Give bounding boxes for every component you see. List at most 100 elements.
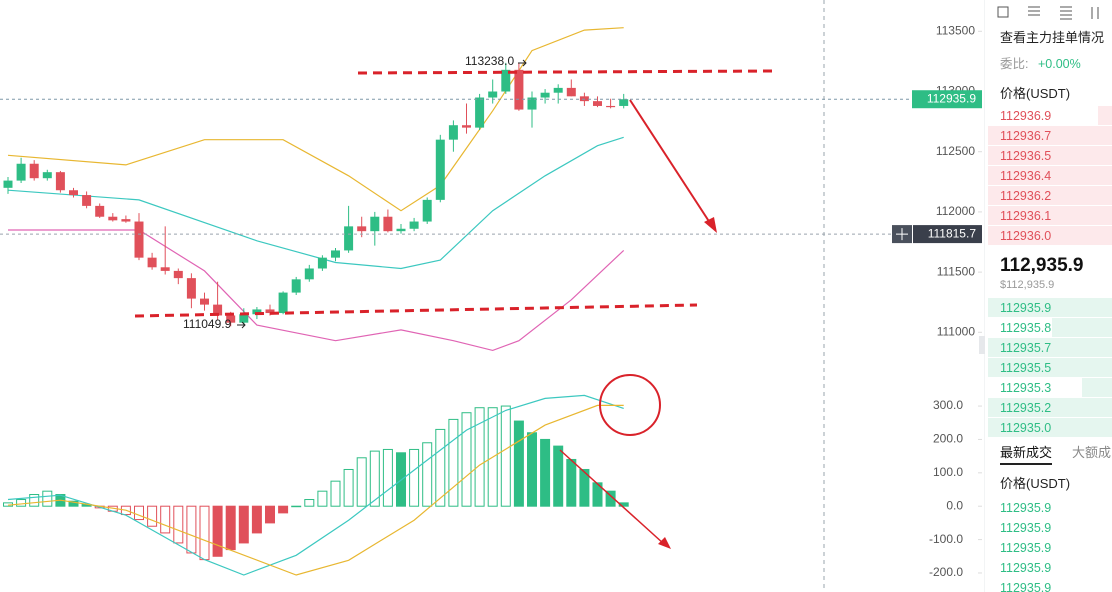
- candle-body: [82, 195, 92, 206]
- y-tick-label: 111500: [937, 264, 976, 278]
- depth-bar: [988, 298, 1112, 317]
- candle-body: [291, 279, 301, 293]
- macd-bar: [500, 405, 511, 507]
- depth-bar: [988, 126, 1112, 145]
- macd-bar: [343, 468, 354, 507]
- chart: 1110001115001120001125001130001135001129…: [0, 0, 985, 592]
- candle-body: [69, 190, 78, 196]
- candle-body: [409, 221, 419, 229]
- macd-bar: [435, 428, 446, 507]
- macd-bar: [186, 505, 197, 554]
- candle-body: [566, 87, 576, 97]
- macd-bar: [618, 502, 629, 507]
- ask-price: 112936.7: [1000, 129, 1052, 143]
- candle-body: [527, 97, 537, 110]
- depth-bar: [1082, 378, 1112, 397]
- macd-bar: [42, 490, 53, 507]
- macd-bar: [212, 505, 223, 557]
- ask-price: 112936.2: [1000, 189, 1052, 203]
- y-tick-label: -200.0: [929, 565, 963, 579]
- depth-bar: [988, 418, 1112, 437]
- candle-body: [317, 257, 327, 269]
- macd-bar: [448, 418, 459, 507]
- macd-bar: [553, 445, 564, 507]
- candle-body: [462, 125, 471, 128]
- y-tick-label: 113500: [936, 23, 975, 37]
- candle-body: [147, 257, 157, 268]
- candle-body: [160, 267, 170, 271]
- candle-body: [265, 309, 275, 314]
- panel-handle[interactable]: [979, 336, 985, 354]
- macd-bar: [291, 505, 302, 508]
- macd-bar: [579, 468, 590, 507]
- candle-body: [55, 172, 65, 191]
- ratio-value: +0.00%: [1038, 57, 1081, 71]
- trade-price: 112935.9: [1000, 541, 1052, 555]
- y-tick-label: 100.0: [933, 465, 963, 479]
- icon[interactable]: [1028, 6, 1040, 16]
- macd-bar: [251, 505, 262, 534]
- candle-body: [501, 69, 511, 92]
- indicator-line: [7, 394, 624, 576]
- depth-bar: [988, 206, 1112, 225]
- high-annotation: 113238.0: [465, 54, 514, 68]
- depth-bar: [988, 398, 1112, 417]
- y-tick-label: 111000: [937, 324, 976, 338]
- macd-bar: [369, 450, 380, 507]
- candle-body: [448, 125, 458, 140]
- candle-body: [344, 226, 354, 251]
- candle-body: [134, 221, 144, 258]
- candle-body: [173, 270, 183, 279]
- candle-body: [488, 91, 498, 98]
- ask-price: 112936.4: [1000, 169, 1052, 183]
- macd-bar: [304, 499, 315, 507]
- depth-bar: [988, 146, 1112, 165]
- low-annotation: 111049.9: [183, 317, 232, 331]
- last-price-usd: $112,935.9: [1000, 279, 1055, 291]
- last-price-label: 112935.9: [927, 91, 976, 105]
- annotation-arrow: [518, 59, 527, 67]
- depth-bar: [988, 166, 1112, 185]
- macd-bar: [16, 499, 27, 507]
- candle-body: [396, 228, 406, 232]
- depth-bar: [1052, 318, 1112, 337]
- annotation-arrow: [237, 321, 246, 329]
- candle-body: [331, 250, 340, 258]
- bid-price: 112935.3: [1000, 381, 1052, 395]
- candle-body: [186, 278, 196, 299]
- candle-body: [304, 268, 314, 280]
- macd-bar: [566, 458, 577, 507]
- y-tick-label: 300.0: [933, 398, 963, 412]
- macd-bar: [527, 432, 537, 507]
- candle-body: [226, 315, 236, 323]
- depth-title[interactable]: 查看主力挂单情况: [1000, 30, 1105, 45]
- indicator-line: [7, 27, 624, 212]
- candle-body: [3, 180, 13, 188]
- macd-bar: [147, 505, 158, 527]
- candle-body: [540, 92, 550, 98]
- arrow-head: [658, 537, 671, 549]
- icon[interactable]: [1091, 7, 1099, 19]
- macd-bar: [173, 505, 184, 544]
- trade-price: 112935.9: [1000, 521, 1052, 535]
- tab-large[interactable]: 大额成: [1072, 445, 1112, 460]
- macd-bar: [278, 505, 289, 514]
- candle-body: [42, 172, 52, 179]
- macd-bar: [199, 505, 210, 561]
- candle-body: [16, 163, 26, 181]
- indicator-line: [7, 404, 624, 576]
- drawn-arrow: [559, 449, 665, 545]
- depth-bar: [988, 226, 1112, 245]
- icon[interactable]: [1060, 6, 1072, 20]
- macd-bar: [513, 420, 524, 507]
- candle-body: [239, 314, 249, 323]
- candle-body: [121, 219, 131, 222]
- toolbar-icons: [997, 6, 1099, 20]
- macd-bar: [382, 448, 393, 507]
- icon[interactable]: [997, 6, 1009, 18]
- tab-latest[interactable]: 最新成交: [1000, 443, 1053, 465]
- y-tick-label: -100.0: [929, 532, 963, 546]
- macd-bar: [265, 505, 275, 524]
- indicator-line: [7, 136, 624, 270]
